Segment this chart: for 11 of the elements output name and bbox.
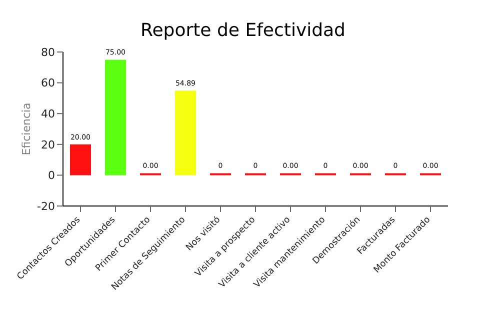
y-tick-label: 60 (41, 76, 55, 90)
bar (70, 144, 91, 176)
y-tick-label: 80 (41, 46, 55, 59)
chart-title: Reporte de Efectividad (140, 20, 346, 43)
bar (175, 90, 196, 176)
y-tick-label: 40 (41, 108, 55, 121)
bar (105, 60, 126, 176)
y-tick-label: -20 (37, 200, 55, 213)
y-axis-title: Eficiencia (20, 102, 33, 156)
y-tick-label: 20 (41, 138, 55, 152)
y-tick-label: 0 (48, 169, 55, 182)
